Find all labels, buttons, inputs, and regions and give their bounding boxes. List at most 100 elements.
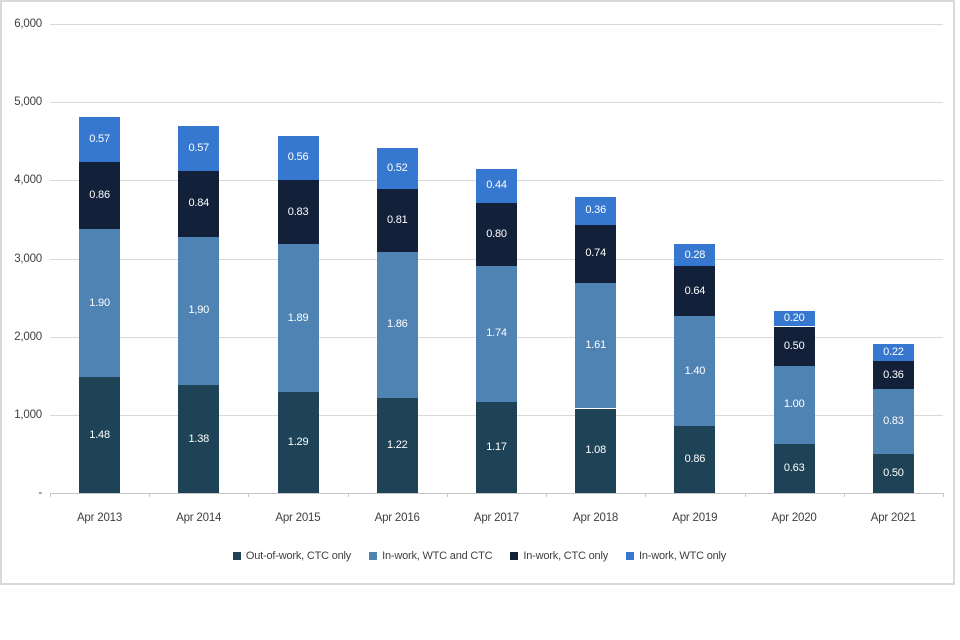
bar-value-label: 0.56 bbox=[287, 151, 309, 164]
bar-value-label: 1.38 bbox=[188, 432, 210, 445]
bar-segment bbox=[575, 282, 617, 409]
bar-value-label: 0.57 bbox=[188, 142, 210, 155]
bar-value-label: 0.86 bbox=[89, 188, 110, 201]
bar-value-label: 0.22 bbox=[883, 345, 904, 358]
bar-segment bbox=[773, 365, 815, 444]
bar-value-label: 0.50 bbox=[783, 339, 805, 352]
bar-segment bbox=[376, 252, 418, 398]
bar-value-label: 0.57 bbox=[89, 132, 110, 145]
x-axis-tick bbox=[744, 493, 746, 497]
x-axis-line bbox=[50, 493, 943, 494]
bar-segment bbox=[674, 244, 716, 267]
bar-segment bbox=[376, 188, 418, 253]
bar-value-label: 0.86 bbox=[684, 452, 706, 465]
bar-segment bbox=[376, 397, 418, 493]
bar-segment bbox=[178, 171, 220, 237]
bar-segment bbox=[178, 236, 220, 386]
bar-value-label: 1,90 bbox=[188, 304, 210, 317]
chart-frame: - 1,000 2,000 3,000 4,000 5,000 6,000 Apr 2013… bbox=[0, 0, 955, 585]
y-axis-tick-label: 3,000 bbox=[14, 252, 42, 265]
legend-label: In-work, WTC and CTC bbox=[382, 550, 493, 562]
y-axis-tick-label: 2,000 bbox=[14, 330, 42, 343]
bar-segment bbox=[476, 168, 517, 203]
bar-value-label: 1.29 bbox=[287, 436, 309, 449]
bar-segment bbox=[674, 266, 716, 317]
bar-value-label: 0.63 bbox=[783, 461, 805, 474]
bar-segment bbox=[277, 179, 319, 245]
bar-segment bbox=[277, 135, 319, 180]
bar-value-label: 0.81 bbox=[386, 214, 408, 227]
gridline bbox=[50, 24, 943, 25]
bar-segment bbox=[773, 326, 815, 366]
bar-segment bbox=[674, 316, 716, 426]
bar-value-label: 0.84 bbox=[188, 197, 210, 210]
bar-segment bbox=[872, 389, 914, 454]
bar-segment bbox=[376, 148, 418, 189]
x-axis-category-label: Apr 2019 bbox=[672, 512, 718, 524]
bar-value-label: 0.44 bbox=[486, 179, 507, 192]
x-axis-tick bbox=[347, 493, 349, 497]
x-axis-category-label: Apr 2014 bbox=[176, 512, 222, 524]
bar-value-label: 1.90 bbox=[89, 296, 110, 309]
gridline bbox=[50, 102, 943, 104]
legend-swatch bbox=[369, 552, 378, 560]
x-axis-category-label: Apr 2015 bbox=[275, 512, 321, 524]
bar-value-label: 0.36 bbox=[883, 368, 904, 381]
y-axis-tick-label: 1,000 bbox=[14, 408, 42, 421]
legend-swatch bbox=[232, 552, 241, 560]
bar-value-label: 1.61 bbox=[585, 339, 606, 352]
bar-segment bbox=[178, 385, 220, 493]
x-axis-tick bbox=[645, 493, 647, 497]
y-axis-tick-label: 5,000 bbox=[14, 96, 42, 109]
x-axis-tick bbox=[50, 493, 51, 497]
bar-segment bbox=[674, 425, 716, 493]
bar-value-label: 1.89 bbox=[287, 311, 309, 324]
legend-item: In-work, WTC only bbox=[626, 550, 726, 562]
bar-segment bbox=[79, 117, 121, 162]
bar-segment bbox=[872, 343, 914, 361]
bar-value-label: 1.40 bbox=[684, 364, 706, 377]
x-axis-category-label: Apr 2017 bbox=[473, 512, 519, 524]
bar-segment bbox=[575, 408, 617, 493]
bar-value-label: 1.22 bbox=[386, 438, 408, 451]
bar-value-label: 0.50 bbox=[883, 467, 904, 479]
bar-segment bbox=[277, 392, 319, 493]
x-axis-category-label: Apr 2021 bbox=[870, 512, 916, 524]
legend-item: In-work, CTC only bbox=[510, 550, 608, 562]
bar-segment bbox=[773, 443, 815, 493]
y-axis-tick-label: 6,000 bbox=[14, 18, 42, 30]
legend-item: In-work, WTC and CTC bbox=[369, 550, 493, 562]
bar-value-label: 0.36 bbox=[585, 204, 606, 217]
bar-segment bbox=[575, 196, 617, 225]
legend-swatch bbox=[626, 552, 635, 560]
bar-segment bbox=[872, 360, 914, 389]
bar-value-label: 1.17 bbox=[486, 440, 507, 453]
bar-value-label: 0.64 bbox=[684, 284, 706, 297]
bar-value-label: 0.28 bbox=[684, 248, 706, 261]
bar-segment bbox=[79, 228, 121, 378]
bar-segment bbox=[79, 377, 121, 493]
x-axis-category-label: Apr 2018 bbox=[573, 512, 619, 524]
legend-swatch bbox=[510, 552, 519, 560]
legend-label: Out-of-work, CTC only bbox=[245, 550, 352, 562]
x-axis-tick bbox=[446, 493, 448, 497]
x-axis-tick bbox=[546, 493, 548, 497]
bar-segment bbox=[476, 265, 517, 402]
bar-segment bbox=[476, 203, 517, 266]
bar-segment bbox=[773, 310, 815, 327]
x-axis-tick bbox=[943, 493, 944, 497]
bar-value-label: 1.48 bbox=[89, 428, 110, 441]
legend-label: In-work, WTC only bbox=[639, 550, 727, 562]
x-axis-tick bbox=[248, 493, 250, 497]
bar-value-label: 1.00 bbox=[783, 398, 805, 411]
bar-value-label: 1.08 bbox=[585, 444, 606, 457]
bar-value-label: 1.86 bbox=[386, 318, 408, 331]
bar-segment bbox=[178, 126, 220, 171]
legend-item: Out-of-work, CTC only bbox=[232, 550, 352, 562]
x-axis-tick bbox=[843, 493, 845, 497]
bar-value-label: 1.74 bbox=[486, 327, 507, 339]
bar-value-label: 0.83 bbox=[287, 205, 309, 218]
bar-segment bbox=[79, 161, 121, 229]
bar-value-label: 0.52 bbox=[386, 162, 408, 175]
